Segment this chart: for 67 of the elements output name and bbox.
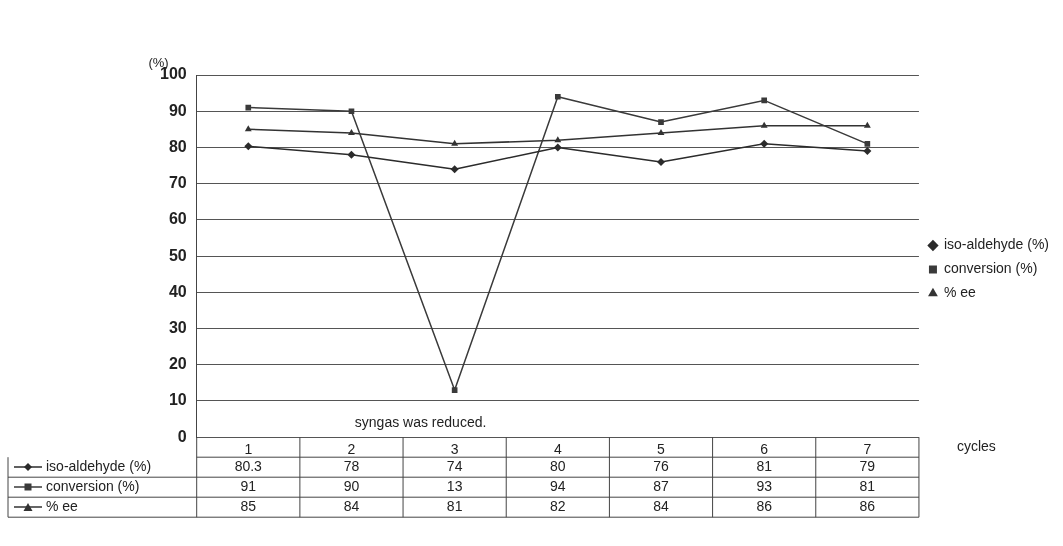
point — [658, 119, 664, 125]
point — [657, 157, 665, 166]
data-label: 86 — [756, 498, 773, 515]
x-tick-label: 2 — [347, 441, 356, 458]
x-tick-label: 1 — [244, 441, 253, 458]
data-label: 80.3 — [234, 458, 263, 475]
point — [244, 125, 252, 132]
data-label: 74 — [446, 458, 463, 475]
data-label: 84 — [343, 498, 360, 515]
data-label: 80 — [550, 458, 566, 475]
point — [657, 128, 665, 135]
point — [347, 150, 356, 159]
data-label: 91 — [240, 478, 257, 495]
data-label: 85 — [240, 498, 257, 515]
data-label: 81 — [859, 478, 876, 495]
x-axis-title: cycles — [956, 438, 996, 455]
legend-label: conversion (%) — [943, 260, 1038, 277]
y-tick-label: 0 — [177, 427, 187, 445]
y-tick-label: 50 — [168, 246, 187, 264]
text: % ee — [46, 498, 78, 515]
data-label: 94 — [550, 478, 566, 495]
y-tick-label: 10 — [168, 391, 187, 409]
point — [553, 143, 562, 152]
y-tick-label: 60 — [168, 210, 187, 228]
point — [864, 140, 871, 147]
data-label: 13 — [446, 478, 463, 495]
x-tick-label: 7 — [863, 441, 872, 458]
point — [244, 142, 253, 151]
y-tick-label: 40 — [168, 282, 187, 300]
point — [554, 136, 562, 143]
text: iso-aldehyde (%) — [46, 458, 152, 475]
y-tick-label: 20 — [168, 355, 187, 373]
point — [348, 128, 355, 135]
point — [760, 139, 769, 148]
data-label: 87 — [653, 478, 669, 495]
data-label: 90 — [343, 478, 360, 495]
point — [863, 121, 871, 128]
annotation: syngas was reduced. — [354, 414, 487, 431]
x-tick-label: 5 — [657, 441, 666, 458]
data-label: 78 — [343, 458, 360, 475]
x-tick-label: 4 — [553, 441, 562, 458]
point — [555, 93, 561, 100]
data-label: 84 — [653, 498, 669, 515]
point — [450, 165, 459, 174]
y-tick-label: 80 — [168, 137, 187, 155]
y-tick-label: 30 — [168, 318, 187, 336]
y-tick-label: 90 — [168, 101, 187, 119]
point — [761, 97, 768, 104]
data-label: 76 — [653, 458, 669, 475]
data-label: 81 — [446, 498, 463, 515]
data-label: 79 — [859, 458, 876, 475]
text: conversion (%) — [46, 478, 140, 495]
point — [451, 139, 459, 146]
data-label: 82 — [550, 498, 566, 515]
point — [863, 147, 872, 156]
x-tick-label: 3 — [450, 441, 459, 458]
point — [451, 387, 458, 393]
legend-label: iso-aldehyde (%) — [943, 236, 1050, 253]
point — [245, 104, 252, 111]
data-label: 93 — [756, 478, 773, 495]
y-tick-label: 70 — [168, 174, 187, 192]
data-label: 81 — [756, 458, 773, 475]
point — [760, 121, 768, 128]
point — [348, 108, 355, 115]
x-tick-label: 6 — [760, 441, 769, 458]
data-label: 86 — [859, 498, 876, 515]
legend-label: % ee — [943, 284, 977, 301]
